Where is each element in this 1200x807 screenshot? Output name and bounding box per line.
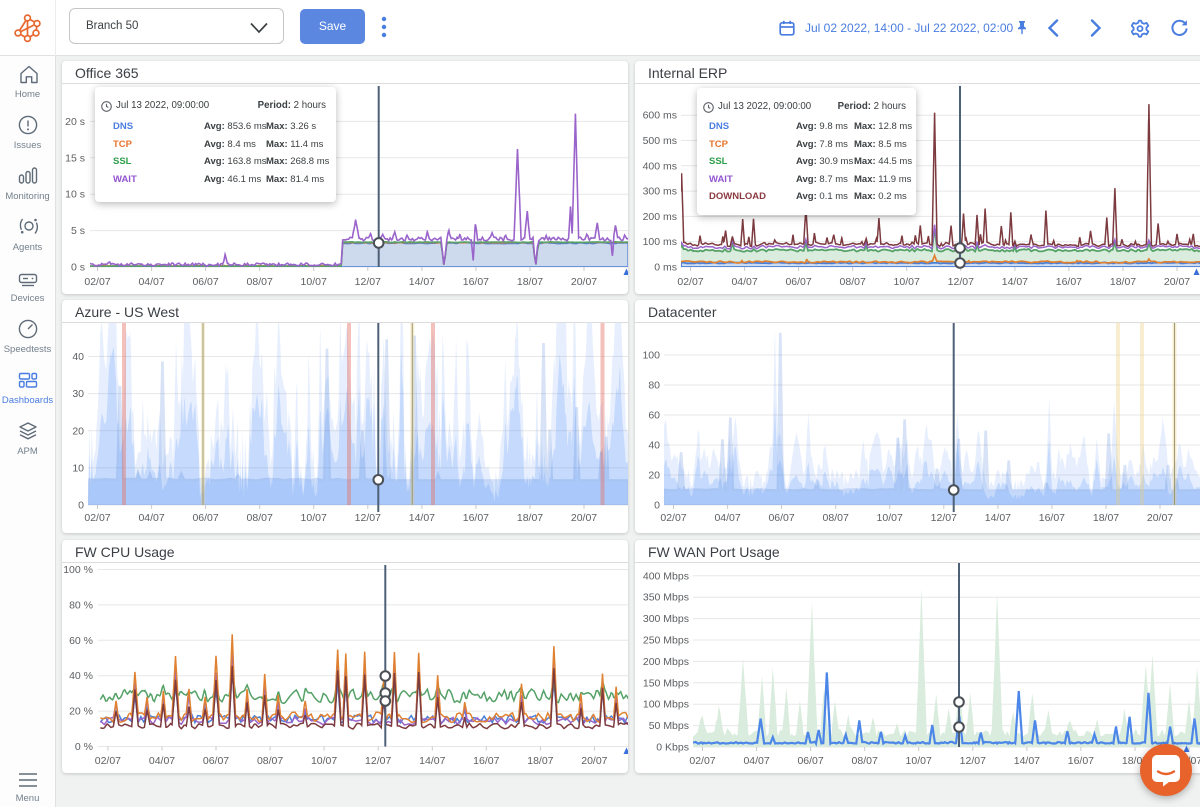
svg-text:08/07: 08/07 xyxy=(257,755,283,767)
svg-text:02/07: 02/07 xyxy=(84,276,110,288)
svg-text:04/07: 04/07 xyxy=(138,276,164,288)
svg-text:20/07: 20/07 xyxy=(1164,276,1190,288)
svg-text:60 %: 60 % xyxy=(69,635,93,647)
svg-text:04/07: 04/07 xyxy=(743,755,769,767)
svg-text:06/07: 06/07 xyxy=(192,276,218,288)
svg-text:100 ms: 100 ms xyxy=(643,236,677,248)
svg-text:02/07: 02/07 xyxy=(689,755,715,767)
svg-text:10/07: 10/07 xyxy=(877,512,903,524)
svg-text:40: 40 xyxy=(648,440,660,452)
svg-text:16/07: 16/07 xyxy=(463,512,489,524)
svg-text:80 %: 80 % xyxy=(69,599,93,611)
svg-text:20: 20 xyxy=(648,470,660,482)
svg-text:08/07: 08/07 xyxy=(840,276,866,288)
svg-text:02/07: 02/07 xyxy=(677,276,703,288)
svg-text:12/07: 12/07 xyxy=(931,512,957,524)
svg-text:400 Mbps: 400 Mbps xyxy=(643,570,689,582)
svg-text:06/07: 06/07 xyxy=(203,755,229,767)
svg-text:0 ms: 0 ms xyxy=(654,262,677,274)
svg-text:12/07: 12/07 xyxy=(365,755,391,767)
svg-text:08/07: 08/07 xyxy=(247,512,273,524)
svg-text:100: 100 xyxy=(642,350,660,362)
svg-text:15 s: 15 s xyxy=(65,152,85,164)
svg-text:0 s: 0 s xyxy=(71,262,85,274)
svg-text:14/07: 14/07 xyxy=(409,512,435,524)
svg-text:04/07: 04/07 xyxy=(149,755,175,767)
svg-text:02/07: 02/07 xyxy=(660,512,686,524)
svg-text:0: 0 xyxy=(78,500,84,512)
svg-text:20/07: 20/07 xyxy=(581,755,607,767)
svg-text:18/07: 18/07 xyxy=(527,755,553,767)
svg-text:80: 80 xyxy=(648,380,660,392)
svg-text:20 %: 20 % xyxy=(69,706,93,718)
svg-text:04/07: 04/07 xyxy=(731,276,757,288)
svg-text:60: 60 xyxy=(648,410,660,422)
svg-text:12/07: 12/07 xyxy=(948,276,974,288)
svg-text:20/07: 20/07 xyxy=(571,276,597,288)
svg-text:14/07: 14/07 xyxy=(419,755,445,767)
svg-text:06/07: 06/07 xyxy=(192,512,218,524)
svg-text:20: 20 xyxy=(72,425,84,437)
svg-text:0 %: 0 % xyxy=(75,741,93,753)
svg-text:08/07: 08/07 xyxy=(852,755,878,767)
svg-text:20 s: 20 s xyxy=(65,116,85,128)
svg-text:200 Mbps: 200 Mbps xyxy=(643,656,689,668)
svg-text:40 %: 40 % xyxy=(69,670,93,682)
svg-text:400 ms: 400 ms xyxy=(643,160,677,172)
svg-text:18/07: 18/07 xyxy=(517,512,543,524)
svg-text:16/07: 16/07 xyxy=(1056,276,1082,288)
svg-text:100 %: 100 % xyxy=(63,564,93,576)
svg-text:10: 10 xyxy=(72,462,84,474)
svg-text:20/07: 20/07 xyxy=(571,512,597,524)
svg-text:18/07: 18/07 xyxy=(1093,512,1119,524)
svg-text:02/07: 02/07 xyxy=(84,512,110,524)
svg-text:02/07: 02/07 xyxy=(95,755,121,767)
svg-text:18/07: 18/07 xyxy=(517,276,543,288)
svg-text:500 ms: 500 ms xyxy=(643,135,677,147)
svg-text:100 Mbps: 100 Mbps xyxy=(643,699,689,711)
svg-text:10/07: 10/07 xyxy=(311,755,337,767)
svg-text:300 ms: 300 ms xyxy=(643,186,677,198)
svg-text:08/07: 08/07 xyxy=(247,276,273,288)
svg-text:06/07: 06/07 xyxy=(785,276,811,288)
svg-text:150 Mbps: 150 Mbps xyxy=(643,677,689,689)
svg-text:08/07: 08/07 xyxy=(823,512,849,524)
svg-text:0: 0 xyxy=(654,500,660,512)
svg-text:250 Mbps: 250 Mbps xyxy=(643,635,689,647)
svg-text:14/07: 14/07 xyxy=(1014,755,1040,767)
svg-text:20/07: 20/07 xyxy=(1147,512,1173,524)
svg-text:350 Mbps: 350 Mbps xyxy=(643,592,689,604)
svg-text:10/07: 10/07 xyxy=(894,276,920,288)
svg-text:12/07: 12/07 xyxy=(355,512,381,524)
svg-text:14/07: 14/07 xyxy=(409,276,435,288)
svg-text:10/07: 10/07 xyxy=(906,755,932,767)
svg-text:10/07: 10/07 xyxy=(301,512,327,524)
svg-text:14/07: 14/07 xyxy=(985,512,1011,524)
svg-text:06/07: 06/07 xyxy=(768,512,794,524)
svg-text:06/07: 06/07 xyxy=(797,755,823,767)
svg-text:16/07: 16/07 xyxy=(473,755,499,767)
svg-text:0 Kbps: 0 Kbps xyxy=(656,742,689,754)
svg-text:40: 40 xyxy=(72,351,84,363)
svg-text:16/07: 16/07 xyxy=(1068,755,1094,767)
svg-text:16/07: 16/07 xyxy=(463,276,489,288)
svg-text:16/07: 16/07 xyxy=(1039,512,1065,524)
svg-text:30: 30 xyxy=(72,388,84,400)
svg-text:18/07: 18/07 xyxy=(1110,276,1136,288)
svg-text:200 ms: 200 ms xyxy=(643,211,677,223)
svg-text:10 s: 10 s xyxy=(65,189,85,201)
svg-text:14/07: 14/07 xyxy=(1002,276,1028,288)
svg-text:12/07: 12/07 xyxy=(960,755,986,767)
svg-text:04/07: 04/07 xyxy=(714,512,740,524)
svg-text:300 Mbps: 300 Mbps xyxy=(643,613,689,625)
svg-text:12/07: 12/07 xyxy=(355,276,381,288)
svg-text:50 Mbps: 50 Mbps xyxy=(649,720,689,732)
svg-text:600 ms: 600 ms xyxy=(643,110,677,122)
svg-text:10/07: 10/07 xyxy=(301,276,327,288)
svg-text:5 s: 5 s xyxy=(71,225,85,237)
svg-text:04/07: 04/07 xyxy=(138,512,164,524)
